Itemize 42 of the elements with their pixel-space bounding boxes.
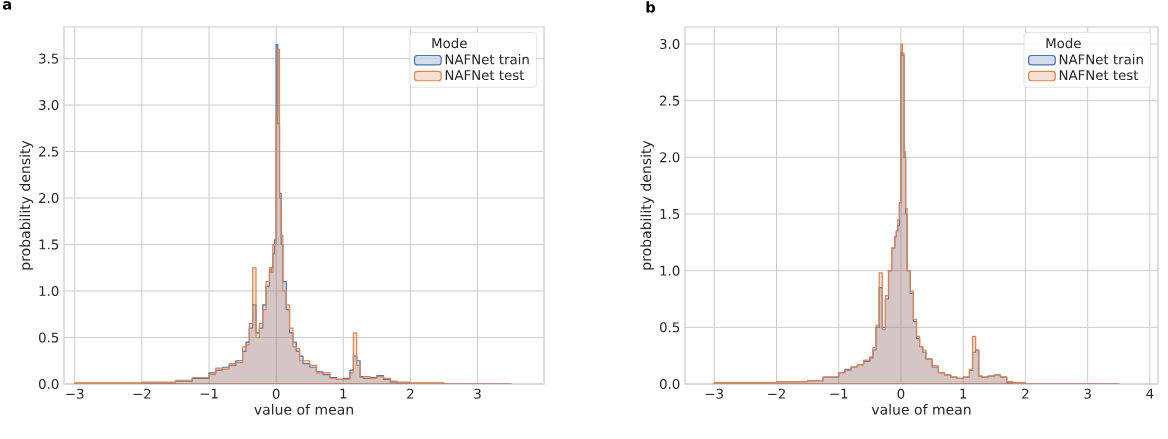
- x-tick-label: −2: [768, 388, 785, 399]
- x-tick-label: 0: [897, 388, 905, 399]
- x-tick-label: 1: [960, 388, 967, 399]
- y-tick-label: 0.5: [38, 332, 59, 343]
- y-axis-title: probability density: [640, 140, 654, 270]
- y-tick-label: 2.0: [660, 152, 680, 163]
- chart-title: a: [2, 1, 12, 10]
- chart-title: b: [646, 1, 656, 13]
- y-tick-label: 2.5: [39, 146, 59, 157]
- y-tick-label: 2.0: [39, 193, 59, 204]
- y-tick-label: 1.0: [660, 265, 680, 276]
- x-tick-label: 2: [407, 388, 414, 399]
- x-tick-label: 3: [1084, 388, 1091, 399]
- y-tick-label: 1.5: [39, 239, 59, 250]
- x-tick-label: −1: [830, 388, 848, 399]
- y-tick-label: 3.0: [39, 100, 59, 111]
- legend-label: NAFNet test: [1059, 70, 1139, 81]
- y-tick-label: 0.5: [659, 322, 680, 333]
- y-tick-label: 2.5: [660, 95, 680, 106]
- legend-title: Mode: [1046, 37, 1081, 49]
- x-tick-label: −1: [200, 388, 218, 399]
- x-tick-label: 3: [474, 388, 481, 399]
- y-tick-label: 0.0: [38, 378, 59, 390]
- y-tick-label: 0.0: [659, 378, 680, 390]
- x-tick-label: 1: [340, 388, 347, 399]
- legend-label: NAFNet train: [445, 54, 529, 65]
- x-tick-label: 2: [1022, 388, 1029, 399]
- y-tick-label: 3.0: [660, 38, 680, 50]
- legend-label: NAFNet test: [445, 70, 525, 81]
- x-axis-title: value of mean: [254, 403, 353, 415]
- legend-label: NAFNet train: [1059, 54, 1143, 65]
- legend-title: Mode: [432, 37, 467, 49]
- y-axis-title: probability density: [19, 140, 33, 270]
- y-tick-label: 1.0: [39, 285, 59, 297]
- x-tick-label: 0: [272, 388, 280, 399]
- y-tick-label: 1.5: [660, 209, 680, 219]
- x-axis-title: value of mean: [871, 403, 971, 415]
- x-tick-label: −3: [705, 388, 724, 399]
- x-tick-label: −2: [133, 388, 151, 399]
- y-tick-label: 3.5: [39, 53, 59, 64]
- x-tick-label: 4: [1146, 388, 1154, 399]
- x-tick-label: −3: [66, 388, 84, 399]
